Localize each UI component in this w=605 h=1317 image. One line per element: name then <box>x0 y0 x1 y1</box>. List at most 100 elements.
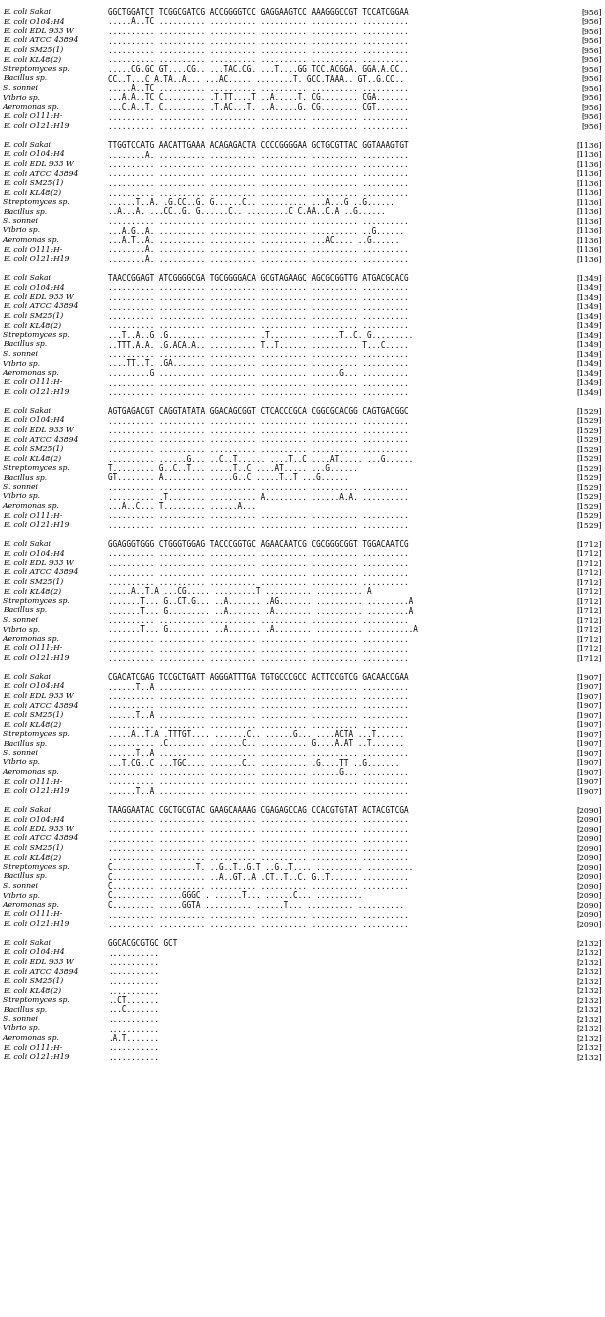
Text: E. coli EDL 933 W: E. coli EDL 933 W <box>3 957 74 965</box>
Text: E. coli O121:H19: E. coli O121:H19 <box>3 255 70 263</box>
Text: Streptomyces sp.: Streptomyces sp. <box>3 464 70 471</box>
Text: [1136]: [1136] <box>577 255 602 263</box>
Text: ........A. .......... .......... .......... .......... ..........: ........A. .......... .......... .......… <box>108 150 408 159</box>
Text: .......... .......... .......... .......... .......... ..........: .......... .......... .......... .......… <box>108 425 408 435</box>
Text: E. coli ATCC 43894: E. coli ATCC 43894 <box>3 303 79 311</box>
Text: [1712]: [1712] <box>577 616 602 624</box>
Text: .......... .......... .......... .......... .......... ..........: .......... .......... .......... .......… <box>108 910 408 919</box>
Text: [1907]: [1907] <box>577 749 602 757</box>
Text: [1136]: [1136] <box>577 170 602 178</box>
Text: Aeromonas sp.: Aeromonas sp. <box>3 635 60 643</box>
Text: .......... .......... .......... .......... .......... ..........: .......... .......... .......... .......… <box>108 179 408 188</box>
Text: .......... .......... .......... .......... ......G... ..........: .......... .......... .......... .......… <box>108 768 408 777</box>
Text: E. coli O104:H4: E. coli O104:H4 <box>3 815 65 823</box>
Text: [2090]: [2090] <box>577 835 602 843</box>
Text: E. coli ATCC 43894: E. coli ATCC 43894 <box>3 37 79 45</box>
Text: .......... .......... .......... .......... .......... ..........: .......... .......... .......... .......… <box>108 522 408 529</box>
Text: E. coli O104:H4: E. coli O104:H4 <box>3 682 65 690</box>
Text: .......... .......... .......... .......... .......... ..........: .......... .......... .......... .......… <box>108 815 408 824</box>
Text: E. coli EDL 933 W: E. coli EDL 933 W <box>3 28 74 36</box>
Text: [956]: [956] <box>581 8 602 16</box>
Text: E. coli O111:H-: E. coli O111:H- <box>3 1043 62 1051</box>
Text: ...........: ........... <box>108 977 159 986</box>
Text: [1136]: [1136] <box>577 141 602 149</box>
Text: T......... G..C..T... .....T..C ....AT..... ...G......: T......... G..C..T... .....T..C ....AT..… <box>108 464 358 473</box>
Text: E. coli O121:H19: E. coli O121:H19 <box>3 788 70 795</box>
Text: E. coli EDL 933 W: E. coli EDL 933 W <box>3 691 74 701</box>
Text: [1907]: [1907] <box>577 740 602 748</box>
Text: [956]: [956] <box>581 65 602 72</box>
Text: Aeromonas sp.: Aeromonas sp. <box>3 236 60 244</box>
Text: [1529]: [1529] <box>577 416 602 424</box>
Text: [1349]: [1349] <box>577 341 602 349</box>
Text: .......... .......... .......... .......... .......... ..........: .......... .......... .......... .......… <box>108 558 408 568</box>
Text: [1349]: [1349] <box>577 378 602 386</box>
Text: [1907]: [1907] <box>577 730 602 738</box>
Text: E. coli O111:H-: E. coli O111:H- <box>3 511 62 519</box>
Text: [2090]: [2090] <box>577 806 602 814</box>
Text: Bacillus sp.: Bacillus sp. <box>3 75 47 83</box>
Text: Vibrio sp.: Vibrio sp. <box>3 493 40 500</box>
Text: [2132]: [2132] <box>577 977 602 985</box>
Text: [2132]: [2132] <box>577 1034 602 1042</box>
Text: [1136]: [1136] <box>577 188 602 196</box>
Text: ...A..C... T......... ......A...: ...A..C... T......... ......A... <box>108 502 256 511</box>
Text: [1907]: [1907] <box>577 691 602 701</box>
Text: Aeromonas sp.: Aeromonas sp. <box>3 1034 60 1042</box>
Text: .......... .......... .......... .......... .......... ..........: .......... .......... .......... .......… <box>108 445 408 454</box>
Text: GT........ A......... .....G..C .....T..T ...G......: GT........ A......... .....G..C .....T..… <box>108 474 348 482</box>
Text: Streptomyces sp.: Streptomyces sp. <box>3 65 70 72</box>
Text: [1136]: [1136] <box>577 198 602 205</box>
Text: ...........: ........... <box>108 957 159 967</box>
Text: [1136]: [1136] <box>577 159 602 169</box>
Text: [1349]: [1349] <box>577 389 602 396</box>
Text: [1712]: [1712] <box>577 549 602 557</box>
Text: E. coli Sakai: E. coli Sakai <box>3 806 51 814</box>
Text: [1349]: [1349] <box>577 274 602 282</box>
Text: [1136]: [1136] <box>577 208 602 216</box>
Text: Aeromonas sp.: Aeromonas sp. <box>3 768 60 776</box>
Text: E. coli Sakai: E. coli Sakai <box>3 274 51 282</box>
Text: S. sonnei: S. sonnei <box>3 749 38 757</box>
Text: S. sonnei: S. sonnei <box>3 882 38 890</box>
Text: Bacillus sp.: Bacillus sp. <box>3 341 47 349</box>
Text: GGAGGGTGGG CTGGGTGGAG TACCCGGTGC AGAACAATCG CGCGGGCGGT TGGACAATCG: GGAGGGTGGG CTGGGTGGAG TACCCGGTGC AGAACAA… <box>108 540 408 549</box>
Text: ...A.G..A. .......... .......... .......... .......... ..G......: ...A.G..A. .......... .......... .......… <box>108 227 404 236</box>
Text: Vibrio sp.: Vibrio sp. <box>3 227 40 234</box>
Text: ...........: ........... <box>108 1025 159 1034</box>
Text: .....A..TC .......... .......... .......... .......... ..........: .....A..TC .......... .......... .......… <box>108 17 408 26</box>
Text: E. coli Sakai: E. coli Sakai <box>3 8 51 16</box>
Text: .......... .......... .......... .......... .......... ..........: .......... .......... .......... .......… <box>108 691 408 701</box>
Text: .A.T.......: .A.T....... <box>108 1034 159 1043</box>
Text: S. sonnei: S. sonnei <box>3 616 38 624</box>
Text: [956]: [956] <box>581 28 602 36</box>
Text: .......... ......G... ..C..T...... ....T..C ....AT..... ...G......: .......... ......G... ..C..T...... ....T… <box>108 454 413 464</box>
Text: ...T.CG..C ...TGC.... .......C.. .......... .G....TT ..G.......: ...T.CG..C ...TGC.... .......C.. .......… <box>108 759 399 768</box>
Text: Streptomyces sp.: Streptomyces sp. <box>3 730 70 738</box>
Text: [2132]: [2132] <box>577 1043 602 1051</box>
Text: [1529]: [1529] <box>577 407 602 415</box>
Text: TAACCGGAGT ATCGGGGCGA TGCGGGGACA GCGTAGAAGC AGCGCGGTTG ATGACGCACG: TAACCGGAGT ATCGGGGCGA TGCGGGGACA GCGTAGA… <box>108 274 408 283</box>
Text: E. coli SM25(1): E. coli SM25(1) <box>3 844 64 852</box>
Text: .......... .......... .......... .......... .......... ..........: .......... .......... .......... .......… <box>108 635 408 644</box>
Text: [1529]: [1529] <box>577 483 602 491</box>
Text: C......... .....GGGC . ......T... ......C... ..........: C......... .....GGGC . ......T... ......… <box>108 892 362 901</box>
Text: .......... .T........ .......... A......... ......A.A. ..........: .......... .T........ .......... A......… <box>108 493 408 502</box>
Text: [1136]: [1136] <box>577 179 602 187</box>
Text: [956]: [956] <box>581 37 602 45</box>
Text: Bacillus sp.: Bacillus sp. <box>3 872 47 881</box>
Text: [1349]: [1349] <box>577 303 602 311</box>
Text: S. sonnei: S. sonnei <box>3 350 38 358</box>
Text: Vibrio sp.: Vibrio sp. <box>3 759 40 766</box>
Text: E. coli EDL 933 W: E. coli EDL 933 W <box>3 824 74 832</box>
Text: Vibrio sp.: Vibrio sp. <box>3 626 40 633</box>
Text: .......... .......... .......... .......... .......... ..........: .......... .......... .......... .......… <box>108 37 408 46</box>
Text: .......... .......... .......... .......... .......... ..........: .......... .......... .......... .......… <box>108 835 408 843</box>
Text: .......... .......... .......... .......... .......... ..........: .......... .......... .......... .......… <box>108 46 408 55</box>
Text: E. coli KL48(2): E. coli KL48(2) <box>3 321 61 329</box>
Text: [2090]: [2090] <box>577 844 602 852</box>
Text: Streptomyces sp.: Streptomyces sp. <box>3 597 70 605</box>
Text: [2090]: [2090] <box>577 910 602 918</box>
Text: [2090]: [2090] <box>577 882 602 890</box>
Text: E. coli O121:H19: E. coli O121:H19 <box>3 522 70 529</box>
